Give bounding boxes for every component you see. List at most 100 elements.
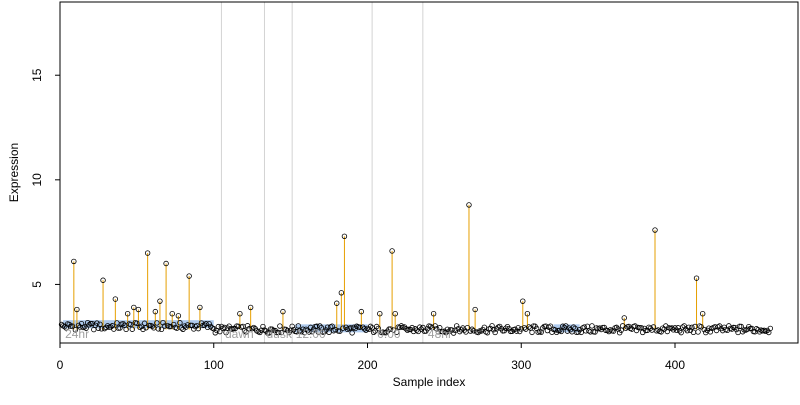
data-point <box>652 227 658 233</box>
x-tick-label: 200 <box>357 358 377 372</box>
data-point <box>326 329 332 335</box>
data-point <box>375 325 381 332</box>
data-point <box>560 323 566 329</box>
data-point <box>195 325 202 332</box>
data-point <box>86 322 92 328</box>
outlier-stems <box>73 204 704 330</box>
data-point <box>472 306 478 313</box>
data-point <box>432 323 438 329</box>
data-point <box>160 319 166 326</box>
data-point <box>155 326 162 332</box>
data-point <box>443 329 449 336</box>
data-point <box>389 248 395 254</box>
data-point <box>171 321 177 328</box>
data-point <box>430 311 437 317</box>
data-point <box>358 308 365 315</box>
data-point <box>314 323 320 329</box>
data-point <box>264 330 271 336</box>
data-point <box>297 327 303 334</box>
data-point <box>140 326 146 333</box>
data-point <box>164 322 171 329</box>
data-point <box>457 328 463 335</box>
x-tick-label: 400 <box>665 358 685 372</box>
data-point <box>94 320 100 326</box>
section-label: dawn <box>225 327 254 341</box>
data-point <box>81 324 88 330</box>
data-point <box>128 321 134 328</box>
data-point <box>663 323 669 329</box>
data-point <box>269 326 275 332</box>
data-point <box>544 327 551 334</box>
section-label: 0:00 <box>377 327 401 341</box>
data-point <box>226 323 232 329</box>
data-point <box>767 325 774 332</box>
data-point <box>123 326 129 333</box>
data-point <box>633 327 640 334</box>
section-label: 12:00 <box>296 327 326 341</box>
data-point <box>341 233 348 240</box>
data-points <box>58 202 774 336</box>
y-axis-title: Expression <box>7 143 21 202</box>
section-label: dusk <box>266 327 292 341</box>
data-point <box>334 300 340 306</box>
data-point <box>194 322 200 329</box>
data-point <box>470 328 477 334</box>
data-point <box>112 296 119 302</box>
data-point <box>387 326 394 332</box>
data-point <box>613 324 620 331</box>
data-point <box>75 322 82 329</box>
data-point <box>547 323 554 329</box>
data-point <box>487 325 494 332</box>
data-point <box>83 325 89 331</box>
data-point <box>363 327 369 333</box>
data-point <box>713 327 720 334</box>
data-point <box>284 327 291 334</box>
section-label: 24hr <box>65 327 89 341</box>
data-point <box>546 324 552 330</box>
data-point <box>383 329 389 336</box>
data-point <box>237 311 243 317</box>
data-point <box>398 323 405 329</box>
data-point <box>289 323 295 330</box>
data-point <box>275 329 282 336</box>
data-point <box>74 306 80 313</box>
data-point <box>241 328 248 334</box>
data-point <box>244 323 251 329</box>
data-point <box>372 328 378 334</box>
data-point <box>469 326 475 332</box>
data-point <box>503 325 509 331</box>
data-point <box>134 320 140 326</box>
data-point <box>701 326 707 333</box>
data-point <box>394 329 400 335</box>
data-point <box>453 323 460 329</box>
data-point <box>72 327 79 333</box>
data-point <box>366 326 372 333</box>
data-point <box>157 298 163 304</box>
data-point <box>513 328 520 334</box>
data-point <box>251 324 257 331</box>
data-point <box>621 315 627 321</box>
data-point <box>247 304 254 311</box>
plot-frame <box>59 1 799 344</box>
data-point <box>412 326 418 332</box>
data-point <box>277 323 283 329</box>
data-point <box>310 326 317 332</box>
data-point <box>100 277 106 283</box>
data-point <box>558 328 564 335</box>
y-tick-label: 15 <box>30 68 44 82</box>
data-point <box>464 324 471 331</box>
data-point <box>678 329 684 336</box>
data-point <box>158 326 165 333</box>
data-point <box>61 323 68 330</box>
data-point <box>584 323 591 330</box>
data-point <box>370 329 377 336</box>
data-point <box>601 324 607 331</box>
data-point <box>124 311 131 317</box>
data-point <box>529 329 535 336</box>
data-point <box>392 311 398 317</box>
data-point <box>349 330 355 336</box>
data-point <box>149 323 155 329</box>
data-point <box>306 329 312 335</box>
data-point <box>249 325 255 332</box>
